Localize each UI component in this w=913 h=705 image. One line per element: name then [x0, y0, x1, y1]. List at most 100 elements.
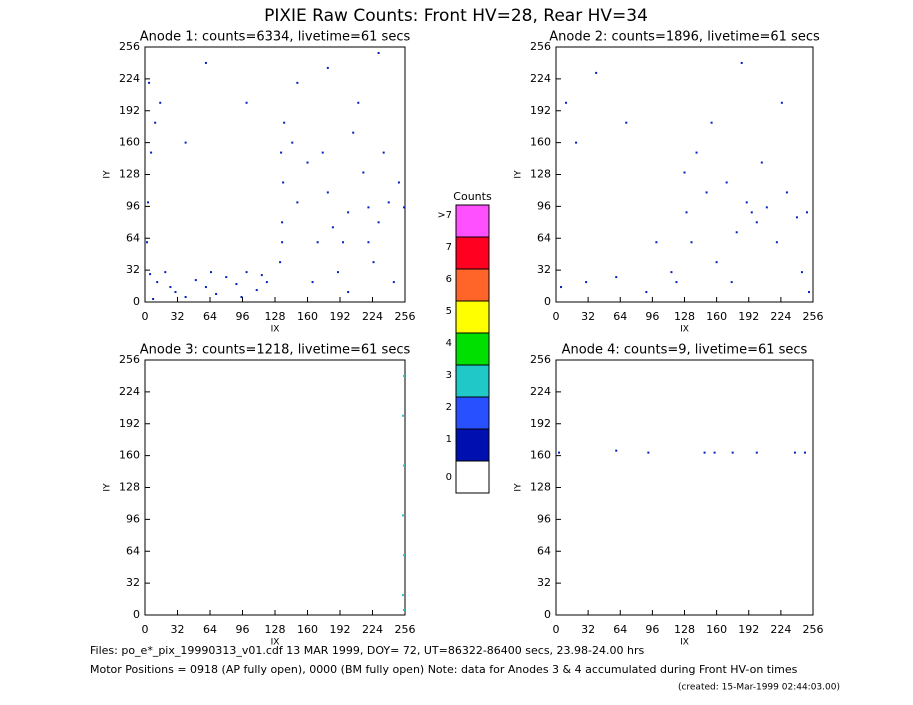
count-pixel	[675, 281, 678, 284]
colorbar-swatch	[455, 428, 490, 462]
count-pixel	[281, 241, 284, 244]
count-pixel	[755, 221, 758, 224]
count-pixel	[401, 594, 404, 597]
count-pixel	[670, 271, 673, 274]
count-pixel	[367, 206, 370, 209]
count-pixel	[260, 274, 263, 277]
y-tick-label: 224	[119, 385, 140, 398]
x-tick-label: 160	[297, 310, 318, 323]
count-pixel	[147, 201, 150, 204]
y-tick-label: 64	[126, 231, 140, 244]
x-tick-label: 0	[142, 310, 149, 323]
motor-note: Motor Positions = 0918 (AP fully open), …	[90, 663, 798, 676]
count-pixel	[392, 281, 395, 284]
x-tick-label: 96	[645, 623, 659, 636]
count-pixel	[655, 241, 658, 244]
count-pixel	[240, 296, 243, 299]
count-pixel	[775, 241, 778, 244]
y-tick-label: 128	[530, 168, 551, 181]
y-tick-label: 64	[126, 544, 140, 557]
y-axis-label: IY	[103, 170, 113, 179]
x-tick-label: 224	[362, 310, 383, 323]
count-pixel	[377, 221, 380, 224]
x-axis-label: IX	[271, 638, 280, 648]
count-pixel	[645, 291, 648, 294]
files-note: Files: po_e*_pix_19990313_v01.cdf 13 MAR…	[90, 644, 644, 657]
count-pixel	[765, 206, 768, 209]
count-pixel	[695, 151, 698, 154]
x-tick-label: 192	[330, 310, 351, 323]
count-pixel	[326, 191, 329, 194]
plot-frame	[144, 359, 406, 616]
y-tick-label: 96	[537, 512, 551, 525]
count-pixel	[647, 451, 650, 454]
y-axis-label: IY	[514, 483, 524, 492]
y-tick-label: 128	[119, 168, 140, 181]
y-tick-label: 160	[119, 449, 140, 462]
y-tick-label: 160	[119, 136, 140, 149]
count-pixel	[731, 451, 734, 454]
count-pixel	[146, 241, 149, 244]
count-pixel	[745, 201, 748, 204]
count-pixel	[296, 81, 299, 84]
x-tick-label: 128	[674, 310, 695, 323]
y-tick-label: 224	[119, 72, 140, 85]
count-pixel	[575, 141, 578, 144]
count-pixel	[402, 609, 405, 612]
count-pixel	[194, 279, 197, 282]
x-tick-label: 32	[581, 310, 595, 323]
count-pixel	[372, 261, 375, 264]
count-pixel	[800, 271, 803, 274]
count-pixel	[377, 51, 380, 54]
count-pixel	[703, 451, 706, 454]
count-pixel	[402, 464, 405, 467]
y-tick-label: 32	[126, 576, 140, 589]
count-pixel	[255, 289, 258, 292]
colorbar-swatch	[455, 204, 490, 238]
x-tick-label: 256	[395, 623, 416, 636]
y-tick-label: 96	[126, 199, 140, 212]
count-pixel	[291, 141, 294, 144]
count-pixel	[245, 271, 248, 274]
y-tick-label: 256	[530, 353, 551, 366]
count-pixel	[296, 201, 299, 204]
count-pixel	[156, 281, 159, 284]
count-pixel	[755, 451, 758, 454]
y-tick-label: 32	[537, 263, 551, 276]
colorbar-label: 6	[446, 274, 452, 285]
count-pixel	[321, 151, 324, 154]
count-pixel	[281, 221, 284, 224]
count-pixel	[735, 231, 738, 234]
count-pixel	[397, 181, 400, 184]
x-tick-label: 32	[581, 623, 595, 636]
count-pixel	[342, 241, 345, 244]
count-pixel	[387, 201, 390, 204]
y-axis-label: IY	[514, 170, 524, 179]
x-axis-label: IX	[680, 638, 689, 648]
x-tick-label: 0	[142, 623, 149, 636]
y-tick-label: 0	[133, 608, 140, 621]
count-pixel	[585, 281, 588, 284]
colorbar-swatch	[455, 236, 490, 270]
x-tick-label: 64	[203, 623, 217, 636]
count-pixel	[265, 281, 268, 284]
colorbar-swatch	[455, 364, 490, 398]
count-pixel	[558, 451, 561, 454]
colorbar-label: 0	[446, 472, 452, 483]
x-tick-label: 96	[645, 310, 659, 323]
x-tick-label: 128	[265, 310, 286, 323]
count-pixel	[402, 374, 405, 377]
x-tick-label: 160	[297, 623, 318, 636]
count-pixel	[803, 451, 806, 454]
colorbar-swatch	[455, 268, 490, 302]
y-tick-label: 32	[537, 576, 551, 589]
count-pixel	[713, 451, 716, 454]
count-pixel	[331, 226, 334, 229]
count-pixel	[560, 286, 563, 289]
count-pixel	[326, 66, 329, 69]
plot-frame	[144, 46, 406, 303]
count-pixel	[347, 291, 350, 294]
y-tick-label: 128	[119, 481, 140, 494]
colorbar-label: 5	[446, 306, 452, 317]
